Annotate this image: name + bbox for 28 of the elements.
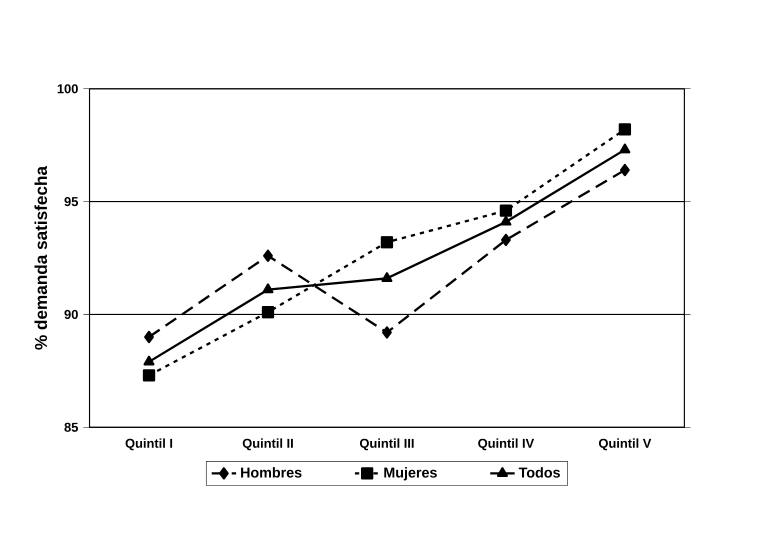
x-tick-label: Quintil II <box>242 438 293 450</box>
point <box>381 272 392 282</box>
x-tick-label: Quintil IV <box>478 438 534 450</box>
point <box>144 330 154 344</box>
y-tick-label: 85 <box>64 422 78 432</box>
point <box>142 369 156 382</box>
y-axis-title: % demanda satisfecha <box>34 166 48 350</box>
point <box>262 306 274 318</box>
point <box>262 283 274 294</box>
x-tick-label: Quintil III <box>360 438 414 450</box>
point <box>382 326 392 339</box>
y-tick-label: 90 <box>64 310 78 319</box>
y-tick-label: 100 <box>58 84 78 94</box>
legend-label: Hombres <box>241 467 302 478</box>
x-tick-label: Quintil I <box>126 438 172 450</box>
point <box>619 144 630 154</box>
legend-label: Mujeres <box>384 467 437 480</box>
x-tick-label: Quintil V <box>598 438 652 450</box>
point <box>618 123 632 136</box>
y-tick-label: 95 <box>64 197 78 206</box>
point <box>500 216 512 226</box>
point <box>144 356 154 366</box>
point <box>380 236 394 248</box>
point <box>263 250 273 262</box>
point <box>501 234 511 246</box>
point <box>500 204 512 217</box>
point <box>620 164 630 176</box>
legend-label: Todos <box>518 467 560 478</box>
